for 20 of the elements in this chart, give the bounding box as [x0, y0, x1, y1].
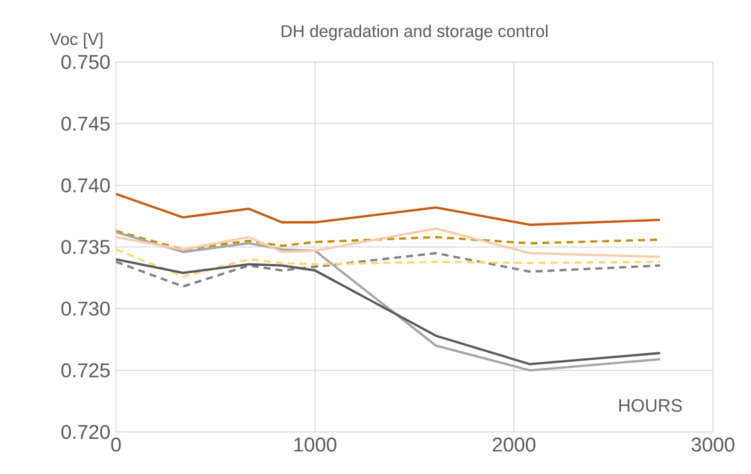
y-tick-label: 0.720	[61, 424, 110, 440]
x-tick-label: 0	[111, 438, 121, 452]
chart-title: DH degradation and storage control	[282, 24, 548, 40]
y-tick-label: 0.740	[61, 178, 110, 192]
y-tick-label: 0.750	[61, 54, 110, 70]
x-tick-label: 2000	[492, 438, 536, 452]
y-tick-label: 0.725	[61, 363, 110, 378]
x-tick-label: 1000	[294, 438, 336, 452]
x-tick-label: 3000	[692, 438, 734, 452]
line-series	[116, 248, 662, 278]
y-tick-label: 0.735	[61, 240, 110, 254]
line-series	[116, 231, 662, 372]
y-tick-label: 0.745	[61, 116, 110, 131]
y-axis-title: Voc [V]	[50, 32, 102, 48]
line-series	[116, 192, 662, 226]
line-series	[116, 227, 662, 258]
line-series	[116, 252, 662, 288]
x-axis-title: HOURS	[619, 399, 682, 412]
y-tick-label: 0.730	[61, 302, 110, 316]
line-series	[116, 258, 662, 366]
